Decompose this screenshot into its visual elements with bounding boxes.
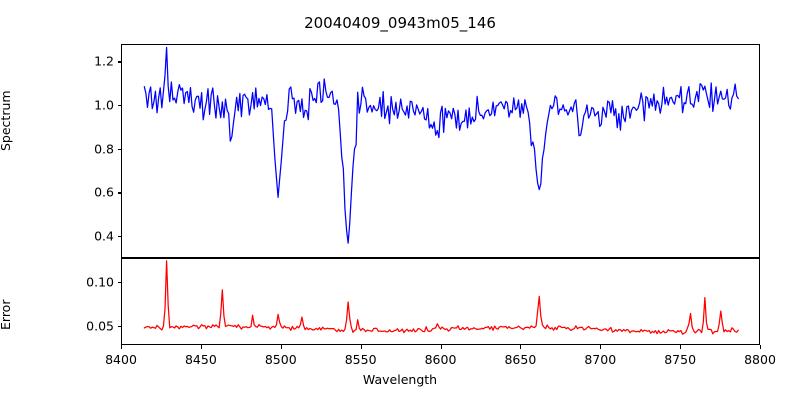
error-line-series [122, 259, 759, 344]
y-tick-mark [117, 105, 121, 107]
x-tick-mark [600, 345, 602, 349]
x-tick-mark [280, 345, 282, 349]
x-tick-label: 8600 [424, 352, 457, 367]
x-tick-label: 8700 [584, 352, 617, 367]
x-tick-label: 8450 [184, 352, 217, 367]
x-tick-mark [520, 345, 522, 349]
y-tick-mark [117, 236, 121, 238]
x-tick-label: 8500 [264, 352, 297, 367]
error-axis-label: Error [0, 299, 13, 330]
x-tick-label: 8400 [105, 352, 137, 367]
y-tick-label: 0.8 [94, 141, 114, 157]
x-tick-label: 8800 [744, 352, 776, 367]
y-tick-mark [117, 148, 121, 150]
spectrum-line-series [122, 45, 759, 257]
y-tick-label: 1.2 [94, 53, 114, 69]
y-tick-mark [117, 282, 121, 284]
y-tick-mark [117, 325, 121, 327]
y-tick-label: 0.05 [86, 318, 114, 334]
x-tick-mark [121, 345, 123, 349]
figure-title: 20040409_0943m05_146 [304, 14, 496, 32]
wavelength-axis-label: Wavelength [362, 372, 438, 387]
x-tick-mark [440, 345, 442, 349]
error-plot-area [121, 258, 760, 345]
y-tick-label: 0.6 [94, 184, 114, 200]
y-tick-label: 0.4 [94, 228, 114, 244]
x-tick-label: 8650 [504, 352, 537, 367]
x-tick-mark [200, 345, 202, 349]
spectrum-axis-label: Spectrum [0, 90, 13, 151]
y-tick-mark [117, 192, 121, 194]
y-tick-mark [117, 61, 121, 63]
x-tick-mark [760, 345, 762, 349]
y-tick-label: 0.10 [86, 274, 114, 290]
spectrum-plot-area [121, 44, 760, 258]
y-tick-label: 1.0 [94, 97, 114, 113]
x-tick-mark [680, 345, 682, 349]
x-tick-label: 8750 [664, 352, 697, 367]
x-tick-mark [360, 345, 362, 349]
x-tick-label: 8550 [344, 352, 377, 367]
